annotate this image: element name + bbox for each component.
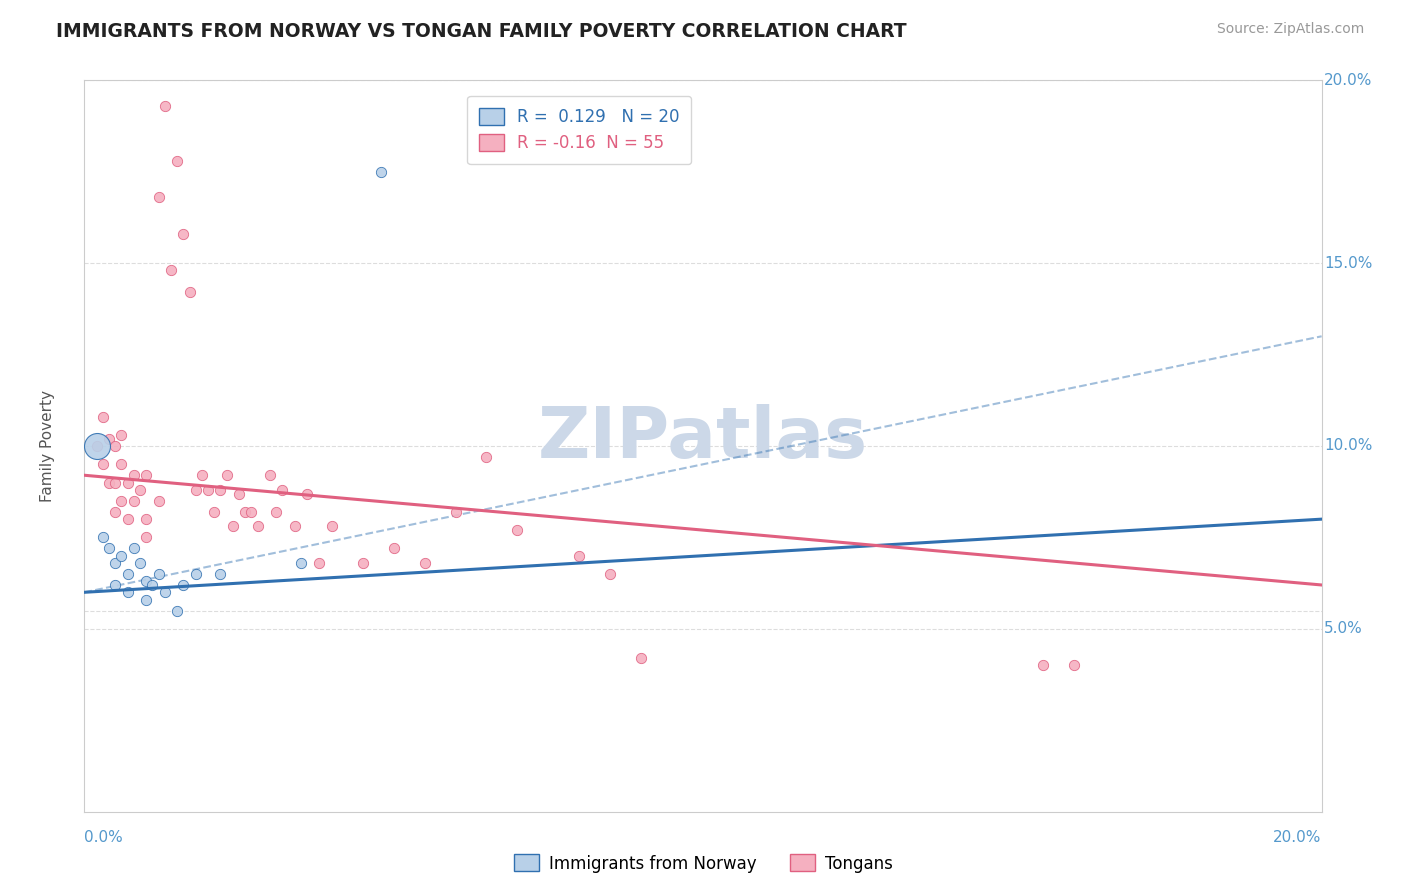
Text: 5.0%: 5.0% xyxy=(1324,622,1362,636)
Point xyxy=(129,483,152,497)
Point xyxy=(98,475,121,490)
Point xyxy=(202,505,225,519)
Text: 20.0%: 20.0% xyxy=(1324,73,1372,87)
Point xyxy=(117,512,139,526)
Point xyxy=(1032,658,1054,673)
Point xyxy=(172,578,194,592)
Point xyxy=(148,567,170,582)
Point xyxy=(1063,658,1085,673)
Text: 15.0%: 15.0% xyxy=(1324,256,1372,270)
Point xyxy=(104,439,127,453)
Point xyxy=(110,493,132,508)
Point xyxy=(148,190,170,204)
Point xyxy=(91,530,114,544)
Text: ZIPatlas: ZIPatlas xyxy=(538,404,868,473)
Point xyxy=(110,549,132,563)
Point xyxy=(135,574,157,589)
Point xyxy=(506,523,529,537)
Point xyxy=(135,592,157,607)
Point xyxy=(86,439,108,453)
Text: 10.0%: 10.0% xyxy=(1324,439,1372,453)
Point xyxy=(630,651,652,665)
Text: 20.0%: 20.0% xyxy=(1274,830,1322,845)
Point xyxy=(184,567,207,582)
Point xyxy=(370,165,392,179)
Point xyxy=(264,505,287,519)
Point xyxy=(259,468,281,483)
Point xyxy=(191,468,214,483)
Point xyxy=(153,585,176,599)
Legend: R =  0.129   N = 20, R = -0.16  N = 55: R = 0.129 N = 20, R = -0.16 N = 55 xyxy=(467,96,692,164)
Point xyxy=(271,483,294,497)
Point xyxy=(568,549,591,563)
Legend: Immigrants from Norway, Tongans: Immigrants from Norway, Tongans xyxy=(508,847,898,880)
Point xyxy=(284,519,307,533)
Point xyxy=(352,556,374,570)
Point xyxy=(215,468,238,483)
Text: Source: ZipAtlas.com: Source: ZipAtlas.com xyxy=(1216,22,1364,37)
Point xyxy=(104,578,127,592)
Point xyxy=(122,541,145,556)
Point xyxy=(444,505,467,519)
Point xyxy=(222,519,245,533)
Point xyxy=(148,493,170,508)
Point xyxy=(197,483,219,497)
Point xyxy=(166,603,188,617)
Point xyxy=(179,285,201,300)
Point xyxy=(209,483,232,497)
Point xyxy=(98,432,121,446)
Point xyxy=(413,556,436,570)
Point xyxy=(122,493,145,508)
Point xyxy=(599,567,621,582)
Point xyxy=(135,512,157,526)
Point xyxy=(104,505,127,519)
Point xyxy=(166,153,188,168)
Point xyxy=(240,505,263,519)
Point xyxy=(295,486,318,500)
Text: IMMIGRANTS FROM NORWAY VS TONGAN FAMILY POVERTY CORRELATION CHART: IMMIGRANTS FROM NORWAY VS TONGAN FAMILY … xyxy=(56,22,907,41)
Point xyxy=(321,519,343,533)
Point xyxy=(104,556,127,570)
Point xyxy=(160,263,183,277)
Point xyxy=(135,468,157,483)
Point xyxy=(104,475,127,490)
Point xyxy=(122,468,145,483)
Point xyxy=(475,450,498,464)
Point xyxy=(135,530,157,544)
Point xyxy=(117,585,139,599)
Text: Family Poverty: Family Poverty xyxy=(39,390,55,502)
Point xyxy=(110,428,132,442)
Point xyxy=(228,486,250,500)
Point xyxy=(290,556,312,570)
Point xyxy=(98,541,121,556)
Point xyxy=(141,578,163,592)
Point xyxy=(153,99,176,113)
Point xyxy=(233,505,256,519)
Point xyxy=(91,409,114,424)
Text: 0.0%: 0.0% xyxy=(84,830,124,845)
Point xyxy=(110,458,132,472)
Point xyxy=(209,567,232,582)
Point xyxy=(382,541,405,556)
Point xyxy=(86,439,108,453)
Point xyxy=(117,475,139,490)
Point xyxy=(184,483,207,497)
Point xyxy=(172,227,194,241)
Point xyxy=(129,556,152,570)
Point xyxy=(117,567,139,582)
Point xyxy=(308,556,330,570)
Point xyxy=(91,458,114,472)
Point xyxy=(246,519,269,533)
